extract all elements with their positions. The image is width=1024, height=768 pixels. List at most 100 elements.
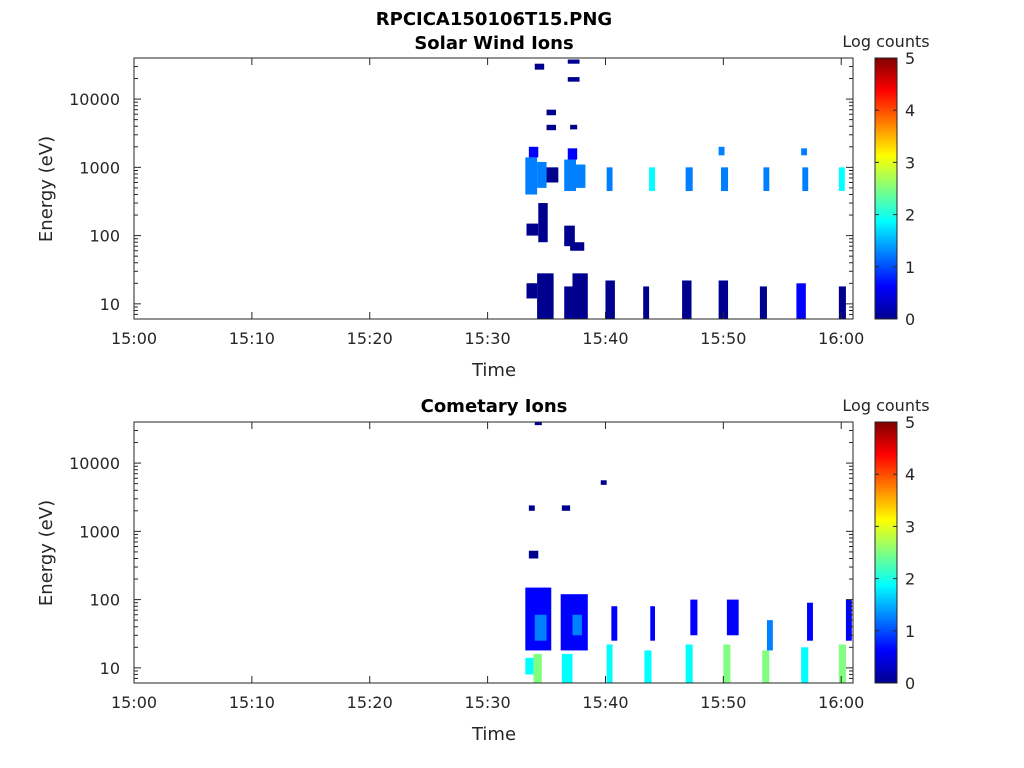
x-tick-label: 15:30 — [465, 329, 511, 348]
heatmap-cell — [796, 283, 806, 319]
y-tick-label: 10 — [100, 295, 120, 314]
heatmap-cell — [605, 280, 615, 319]
heatmap-cell — [528, 146, 539, 158]
heatmap-cell — [570, 242, 585, 251]
heatmap-cell — [723, 644, 731, 683]
axes-frame — [133, 57, 854, 320]
heatmap-cell — [528, 550, 539, 559]
heatmap-cell — [766, 620, 773, 651]
heatmap-cell — [801, 148, 808, 156]
colorbar-tick-label: 1 — [905, 622, 915, 641]
x-tick-label: 15:30 — [465, 693, 511, 712]
colorbar-label: Log counts — [842, 32, 929, 51]
colorbar-tick-label: 2 — [905, 206, 915, 225]
heatmap-cell — [546, 124, 556, 131]
x-tick-label: 16:00 — [818, 693, 864, 712]
x-tick-label: 15:20 — [347, 329, 393, 348]
heatmap-cell — [718, 146, 725, 156]
heatmap-cell — [720, 167, 729, 192]
heatmap-cell — [650, 606, 655, 641]
panel-title: Solar Wind Ions — [414, 33, 573, 54]
colorbar-label: Log counts — [842, 396, 929, 415]
heatmap-cell — [606, 644, 613, 683]
heatmap-cell — [534, 614, 547, 641]
colorbar-tick-label: 0 — [905, 310, 915, 329]
x-tick-label: 15:20 — [347, 693, 393, 712]
heatmap-cell — [538, 203, 548, 243]
colorbar: Log counts 0 1 2 3 4 5 — [842, 32, 929, 329]
colorbar-tick-label: 4 — [905, 465, 915, 484]
y-axis-label: Energy (eV) — [36, 136, 57, 242]
heatmap-cell — [685, 167, 693, 192]
heatmap-cell — [726, 599, 739, 636]
y-tick-label: 100 — [89, 227, 120, 246]
heatmap-cell — [526, 223, 539, 236]
y-tick-label: 10000 — [69, 90, 120, 109]
heatmap-cell — [838, 644, 846, 683]
colorbar-ticks: 0 1 2 3 4 5 — [875, 413, 915, 693]
colorbar: Log counts 0 1 2 3 4 5 — [842, 396, 929, 693]
heatmap-cell — [567, 59, 580, 64]
heatmap-cell — [537, 273, 554, 319]
heatmap-cell — [564, 286, 573, 319]
heatmap-cell — [546, 109, 556, 116]
x-tick-label: 15:00 — [111, 693, 157, 712]
colorbar-gradient — [874, 421, 898, 684]
y-tick-label: 100 — [89, 591, 120, 610]
x-tick-label: 15:40 — [582, 693, 628, 712]
colorbar-tick-label: 4 — [905, 101, 915, 120]
y-tick-label: 10000 — [69, 454, 120, 473]
heatmap-cell — [570, 124, 578, 130]
heatmap-cell — [606, 167, 613, 192]
heatmap-cell — [533, 653, 542, 683]
colorbar-tick-label: 3 — [905, 153, 915, 172]
heatmap-cell — [525, 657, 534, 675]
heatmap-cell — [644, 650, 652, 683]
panel-title: Cometary Ions — [421, 396, 568, 417]
heatmap-cell — [576, 164, 586, 188]
heatmap-cell — [572, 614, 582, 636]
x-tick-label: 15:00 — [111, 329, 157, 348]
heatmap-cell — [528, 505, 535, 511]
colorbar-tick-label: 5 — [905, 49, 915, 68]
x-axis-label: Time — [471, 360, 516, 381]
heatmap-cell — [567, 148, 578, 160]
colorbar-tick-label: 3 — [905, 517, 915, 536]
heatmap-cell — [838, 167, 845, 192]
colorbar-ticks: 0 1 2 3 4 5 — [875, 49, 915, 329]
x-tick-label: 15:10 — [229, 329, 275, 348]
y-tick-label: 1000 — [79, 158, 120, 177]
y-tick-label: 1000 — [79, 522, 120, 541]
heatmap-cell — [534, 422, 542, 426]
colorbar-tick-label: 1 — [905, 258, 915, 277]
heatmap-cell — [685, 644, 693, 683]
x-tick-label: 15:40 — [582, 329, 628, 348]
heatmap-cell — [801, 647, 809, 683]
heatmap-cell — [561, 653, 573, 683]
colorbar-tick-label: 2 — [905, 570, 915, 589]
heatmap-cell — [759, 286, 767, 319]
heatmap-cell — [567, 77, 580, 82]
heatmap-cell — [526, 283, 538, 299]
axes: 15:00 15:10 15:20 15:30 15:40 15:50 16:00 10 100… — [69, 421, 864, 712]
heatmap-cell — [564, 225, 575, 247]
y-axis-label: Energy (eV) — [36, 500, 57, 606]
heatmap-cell — [845, 599, 852, 641]
x-tick-label: 15:50 — [700, 693, 746, 712]
heatmap-cell — [763, 167, 770, 192]
x-tick-label: 15:10 — [229, 693, 275, 712]
heatmap-cell — [807, 602, 813, 641]
colorbar-tick-label: 5 — [905, 413, 915, 432]
panel-cometary-ions: Cometary Ions 15:00 15:10 15:20 15:30 15:40 1… — [36, 396, 930, 745]
heatmap-cell — [838, 286, 846, 319]
colorbar-tick-label: 0 — [905, 674, 915, 693]
heatmap-cell — [537, 161, 547, 188]
heatmap-cell — [643, 286, 650, 319]
figure-title: RPCICA150106T15.PNG — [376, 9, 612, 30]
heatmap-cell — [649, 167, 655, 192]
heatmap-cell — [682, 280, 692, 319]
heatmap-cell — [546, 167, 559, 183]
heatmap-cells — [525, 59, 846, 319]
x-tick-label: 16:00 — [818, 329, 864, 348]
